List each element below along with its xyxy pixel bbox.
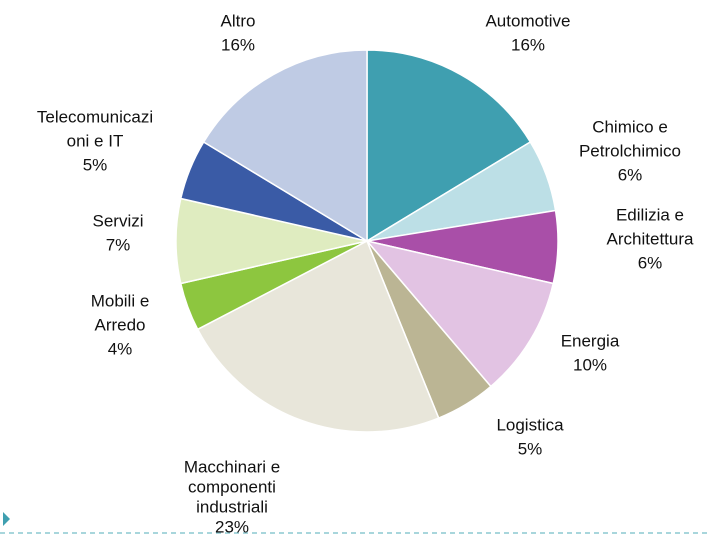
slice-label: Macchinari e xyxy=(184,457,280,476)
slice-label: Chimico e xyxy=(592,117,668,136)
slice-value-label: 7% xyxy=(106,235,131,254)
slice-label: Architettura xyxy=(607,229,694,248)
slice-label: oni e IT xyxy=(67,131,124,150)
slice-value-label: 5% xyxy=(518,439,543,458)
slice-label: Automotive xyxy=(485,11,570,30)
slice-label: Altro xyxy=(221,11,256,30)
slice-value-label: 5% xyxy=(83,155,108,174)
slice-value-label: 23% xyxy=(215,517,249,536)
slice-label: Edilizia e xyxy=(616,205,684,224)
pie-slice xyxy=(196,239,440,433)
slice-label: Telecomunicazi xyxy=(37,107,153,126)
slice-label: industriali xyxy=(196,497,268,516)
bullet-icon xyxy=(3,512,10,526)
slice-value-label: 10% xyxy=(573,355,607,374)
slice-label: Logistica xyxy=(496,415,564,434)
slice-label: componenti xyxy=(188,477,276,496)
pie-slice xyxy=(366,49,532,243)
slice-label: Petrolchimico xyxy=(579,141,681,160)
slice-value-label: 6% xyxy=(618,165,643,184)
slice-label: Energia xyxy=(561,331,620,350)
pie-slice xyxy=(202,49,368,243)
slice-label: Mobili e xyxy=(91,291,150,310)
slice-value-label: 16% xyxy=(511,35,545,54)
slice-value-label: 4% xyxy=(108,339,133,358)
slice-label: Arredo xyxy=(94,315,145,334)
pie-slice xyxy=(364,239,555,388)
slice-label: Servizi xyxy=(92,211,143,230)
slice-value-label: 6% xyxy=(638,253,663,272)
slice-value-label: 16% xyxy=(221,35,255,54)
